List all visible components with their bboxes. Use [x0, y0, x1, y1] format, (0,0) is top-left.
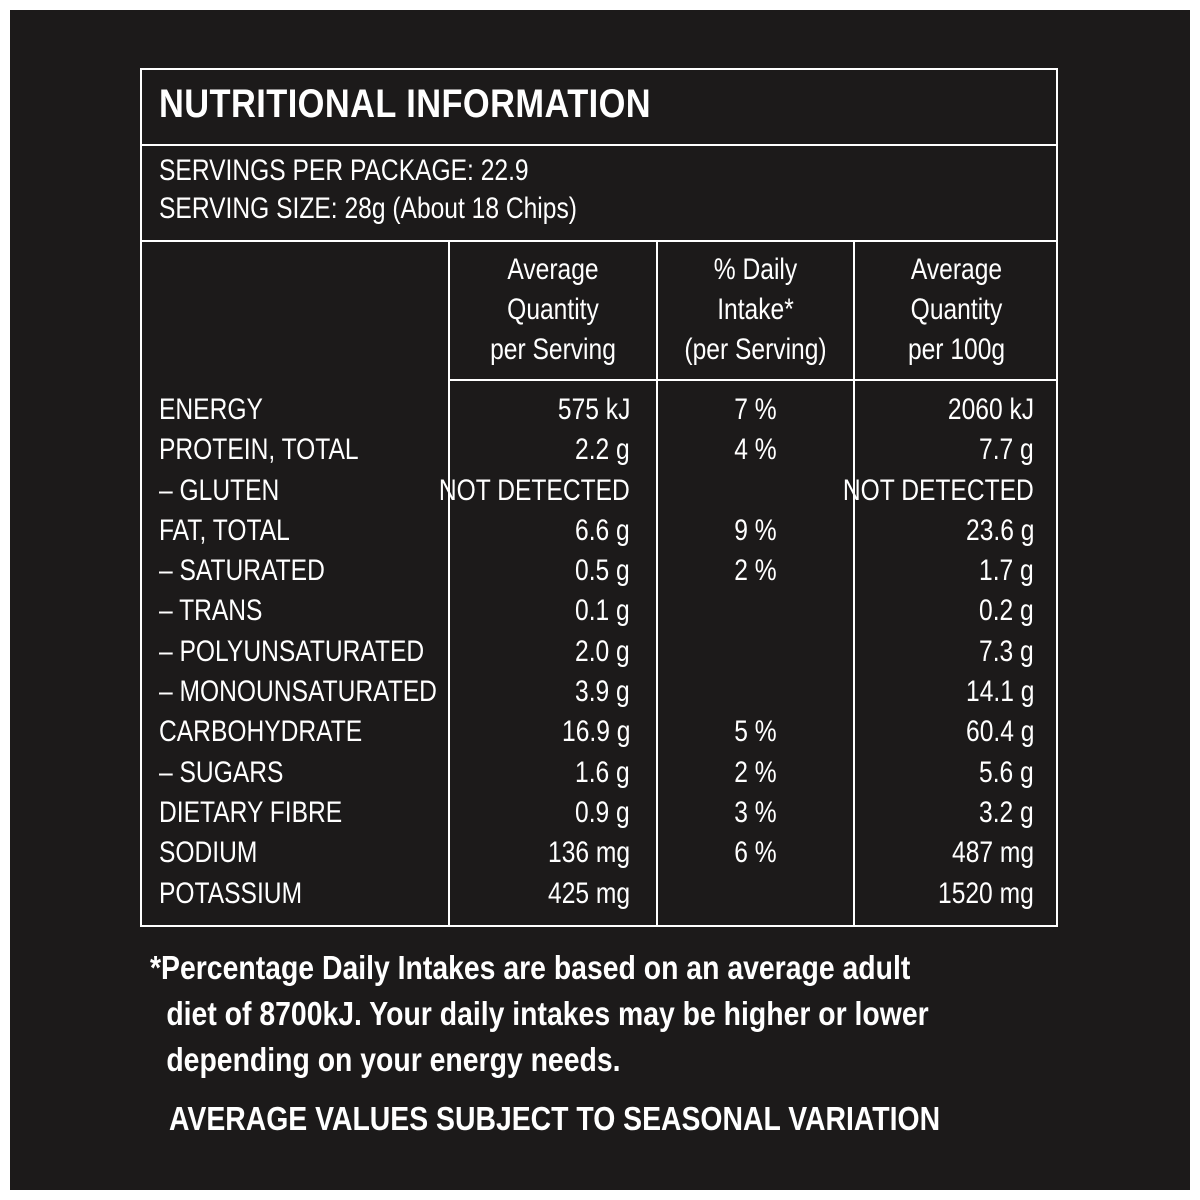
table-row: DIETARY FIBRE 0.9 g 3 % 3.2 g [142, 793, 1056, 833]
nutrition-table: NUTRITIONAL INFORMATION SERVINGS PER PAC… [140, 68, 1058, 927]
per-100g-value: 1.7 g [979, 554, 1034, 588]
nutrient-label: – SUGARS [159, 755, 284, 789]
table-row: SODIUM 136 mg 6 % 487 mg [142, 833, 1056, 873]
daily-intake-value: 2 % [734, 755, 777, 789]
per-serving-value: 0.1 g [575, 594, 630, 628]
table-row: CARBOHYDRATE 16.9 g 5 % 60.4 g [142, 712, 1056, 752]
table-row: – POLYUNSATURATED 2.0 g 7.3 g [142, 632, 1056, 672]
per-100g-value: 60.4 g [965, 715, 1034, 749]
table-title: NUTRITIONAL INFORMATION [159, 82, 652, 126]
daily-intake-value: 9 % [734, 513, 777, 547]
title-row: NUTRITIONAL INFORMATION [142, 70, 1056, 146]
daily-intake-footnote: *Percentage Daily Intakes are based on a… [150, 945, 1150, 1083]
daily-intake-value: 6 % [734, 836, 777, 870]
per-serving-value: 0.9 g [575, 795, 630, 829]
header-line: Intake* [717, 293, 794, 326]
per-serving-value: 16.9 g [561, 715, 630, 749]
daily-intake-value: 4 % [734, 433, 777, 467]
header-divider [448, 379, 1056, 381]
nutrient-label: DIETARY FIBRE [159, 795, 343, 829]
per-serving-value: 3.9 g [575, 675, 630, 709]
per-100g-value: 23.6 g [965, 513, 1034, 547]
serving-size: SERVING SIZE: 28g (About 18 Chips) [159, 192, 577, 225]
column-divider [853, 242, 855, 925]
table-row: – SATURATED 0.5 g 2 % 1.7 g [142, 551, 1056, 591]
nutrient-label: – TRANS [159, 594, 263, 628]
header-line: Quantity [910, 293, 1003, 326]
header-per-serving: Average Quantity per Serving [450, 250, 656, 376]
servings-per-package: SERVINGS PER PACKAGE: 22.9 [159, 154, 529, 187]
column-divider [448, 242, 450, 925]
table-row: – SUGARS 1.6 g 2 % 5.6 g [142, 753, 1056, 793]
table-row: – GLUTEN NOT DETECTED NOT DETECTED [142, 471, 1056, 511]
nutrient-label: CARBOHYDRATE [159, 715, 363, 749]
column-divider [656, 242, 658, 925]
header-line: Average [910, 253, 1003, 286]
per-serving-value: 2.2 g [575, 433, 630, 467]
table-row: FAT, TOTAL 6.6 g 9 % 23.6 g [142, 511, 1056, 551]
per-serving-value: NOT DETECTED [439, 473, 630, 507]
nutrient-label: POTASSIUM [159, 876, 303, 910]
daily-intake-value: 7 % [734, 393, 777, 426]
per-serving-value: 575 kJ [557, 393, 630, 426]
header-line: (per Serving) [684, 333, 827, 366]
table-row: PROTEIN, TOTAL 2.2 g 4 % 7.7 g [142, 430, 1056, 470]
daily-intake-value: 3 % [734, 795, 777, 829]
footnote-line: diet of 8700kJ. Your daily intakes may b… [166, 995, 929, 1032]
nutrient-label: – MONOUNSATURATED [159, 675, 437, 709]
per-serving-value: 6.6 g [575, 513, 630, 547]
nutrient-rows: ENERGY 575 kJ 7 % 2060 kJ PROTEIN, TOTAL… [142, 390, 1056, 914]
per-100g-value: 5.6 g [979, 755, 1034, 789]
per-serving-value: 0.5 g [575, 554, 630, 588]
header-line: per Serving [490, 333, 616, 366]
per-100g-value: 487 mg [951, 836, 1034, 870]
nutrient-label: – GLUTEN [159, 473, 280, 507]
table-row: – MONOUNSATURATED 3.9 g 14.1 g [142, 672, 1056, 712]
nutrient-label: ENERGY [159, 393, 263, 426]
header-per-100g: Average Quantity per 100g [855, 250, 1058, 376]
nutrient-label: SODIUM [159, 836, 258, 870]
header-daily-intake: % Daily Intake* (per Serving) [658, 250, 853, 376]
table-row: ENERGY 575 kJ 7 % 2060 kJ [142, 390, 1056, 430]
per-100g-value: 14.1 g [965, 675, 1034, 709]
header-line: Average [507, 253, 599, 286]
per-100g-value: 1520 mg [938, 876, 1034, 910]
footnote-line: depending on your energy needs. [166, 1041, 621, 1078]
nutrient-label: – SATURATED [159, 554, 325, 588]
per-100g-value: 2060 kJ [947, 393, 1034, 426]
daily-intake-value: 2 % [734, 554, 777, 588]
per-100g-value: NOT DETECTED [843, 473, 1034, 507]
per-serving-value: 1.6 g [575, 755, 630, 789]
header-line: per 100g [907, 333, 1006, 366]
per-serving-value: 2.0 g [575, 634, 630, 668]
per-100g-value: 0.2 g [979, 594, 1034, 628]
per-100g-value: 7.3 g [979, 634, 1034, 668]
table-row: – TRANS 0.1 g 0.2 g [142, 591, 1056, 631]
table-row: POTASSIUM 425 mg 1520 mg [142, 874, 1056, 914]
per-100g-value: 3.2 g [979, 795, 1034, 829]
header-line: Quantity [507, 293, 599, 326]
servings-info: SERVINGS PER PACKAGE: 22.9 SERVING SIZE:… [142, 146, 1056, 242]
nutrient-label: FAT, TOTAL [159, 513, 290, 547]
nutrient-label: – POLYUNSATURATED [159, 634, 425, 668]
per-serving-value: 425 mg [547, 876, 630, 910]
per-100g-value: 7.7 g [979, 433, 1034, 467]
header-line: % Daily [713, 253, 798, 286]
footnote-line: *Percentage Daily Intakes are based on a… [150, 949, 911, 986]
nutrition-panel: NUTRITIONAL INFORMATION SERVINGS PER PAC… [10, 10, 1190, 1190]
nutrient-label: PROTEIN, TOTAL [159, 433, 359, 467]
per-serving-value: 136 mg [547, 836, 630, 870]
seasonal-variation-note: AVERAGE VALUES SUBJECT TO SEASONAL VARIA… [169, 1100, 941, 1137]
daily-intake-value: 5 % [734, 715, 777, 749]
